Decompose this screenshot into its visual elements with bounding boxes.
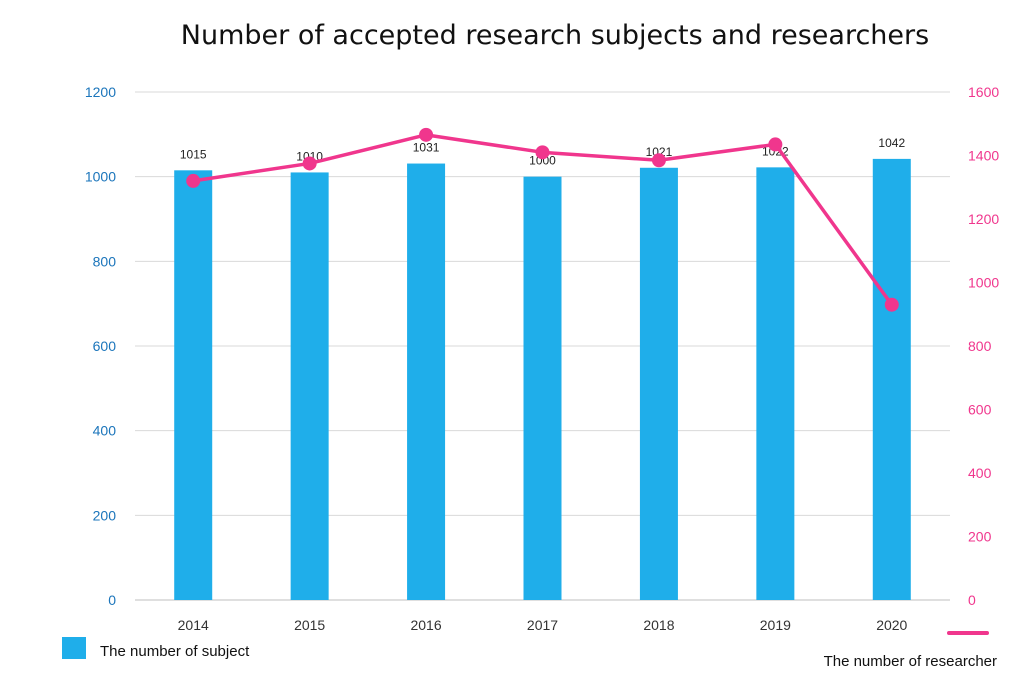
left-tick-label: 400	[93, 423, 117, 439]
bar	[756, 167, 795, 600]
right-tick-label: 400	[968, 465, 992, 481]
chart-title: Number of accepted research subjects and…	[181, 20, 929, 51]
right-tick-label: 1400	[968, 148, 999, 164]
bar	[407, 163, 446, 600]
bar-data-label: 1010	[296, 149, 323, 163]
legend: The number of subject The number of rese…	[62, 631, 997, 670]
left-tick-label: 800	[93, 253, 117, 269]
x-tick-label: 2015	[294, 617, 325, 633]
bar-series	[174, 158, 911, 601]
right-tick-label: 200	[968, 529, 992, 545]
left-tick-label: 600	[93, 338, 117, 354]
line-point	[651, 153, 666, 168]
right-tick-label: 1200	[968, 211, 999, 227]
line-point	[419, 127, 434, 142]
bar-data-label: 1015	[180, 147, 207, 161]
bar-data-label: 1000	[529, 154, 556, 168]
legend-label-subject: The number of subject	[100, 643, 250, 660]
x-tick-label: 2020	[876, 617, 907, 633]
line-point	[535, 145, 550, 160]
right-tick-label: 800	[968, 338, 992, 354]
x-tick-label: 2017	[527, 617, 558, 633]
left-axis: 0 200 400 600 800 1000 1200	[85, 84, 116, 608]
x-tick-label: 2016	[410, 617, 441, 633]
left-tick-label: 0	[108, 592, 116, 608]
right-tick-label: 1000	[968, 275, 999, 291]
bar-data-label: 1042	[878, 136, 905, 150]
bar	[639, 167, 678, 600]
bar	[174, 170, 213, 601]
bar	[523, 176, 562, 600]
line-series	[186, 127, 899, 312]
left-tick-label: 1000	[85, 169, 116, 185]
line-point	[302, 156, 317, 171]
x-tick-label: 2018	[643, 617, 674, 633]
x-tick-label: 2014	[178, 617, 209, 633]
x-axis: 2014 2015 2016 2017 2018 2019 2020	[178, 617, 908, 633]
right-tick-label: 600	[968, 402, 992, 418]
left-tick-label: 200	[93, 507, 117, 523]
bar-data-labels: 1015101010311000102110221042	[180, 136, 906, 168]
bar	[290, 172, 329, 600]
legend-label-researcher: The number of researcher	[824, 653, 997, 670]
right-tick-label: 0	[968, 592, 976, 608]
right-axis: 0 200 400 600 800 1000 1200 1400 1600	[968, 84, 999, 608]
line-point	[768, 137, 783, 152]
x-tick-label: 2019	[760, 617, 791, 633]
bar-data-label: 1031	[413, 141, 440, 155]
bar-data-label: 1021	[646, 145, 673, 159]
line-point	[884, 297, 899, 312]
left-tick-label: 1200	[85, 84, 116, 100]
line-point	[186, 173, 201, 188]
legend-swatch-subject	[62, 637, 86, 659]
right-tick-label: 1600	[968, 84, 999, 100]
bar	[872, 158, 911, 601]
